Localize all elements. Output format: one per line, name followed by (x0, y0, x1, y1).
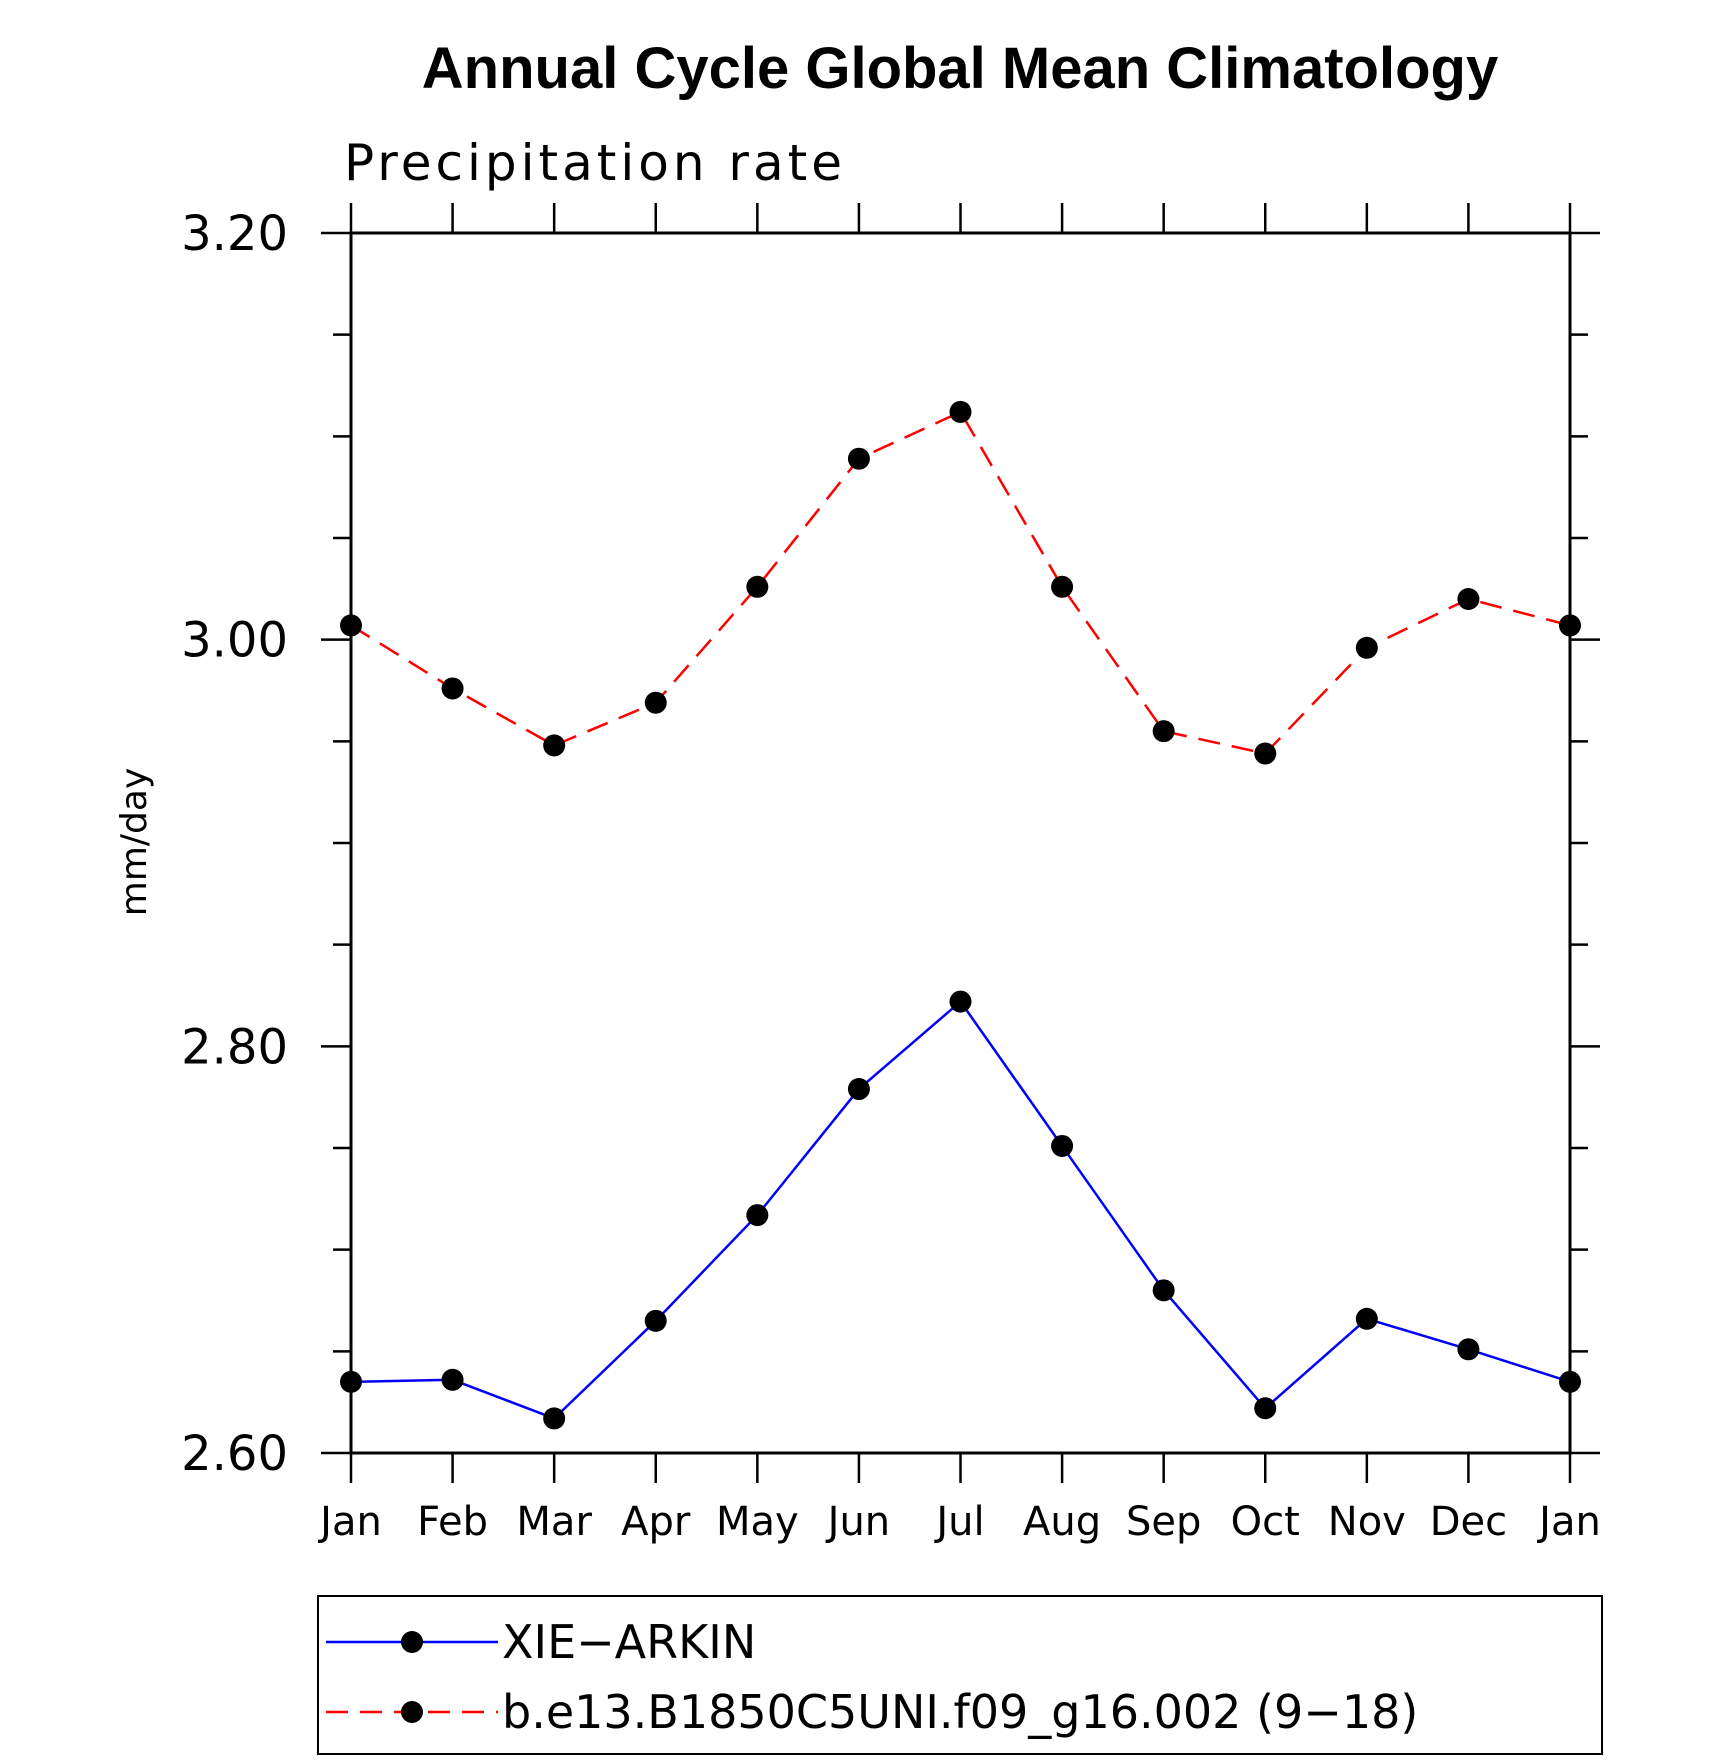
legend-label-2: b.e13.B1850C5UNI.f09_g16.002 (9−18) (502, 1685, 1418, 1739)
y-tick-label: 2.80 (181, 1019, 288, 1075)
series-1-point (543, 1407, 566, 1430)
legend: XIE−ARKIN b.e13.B1850C5UNI.f09_g16.002 (9… (317, 1595, 1603, 1755)
x-tick-label: Oct (1231, 1499, 1300, 1545)
series-2-point (1254, 742, 1277, 765)
series-1-point (340, 1370, 362, 1393)
y-tick-label: 2.60 (181, 1426, 288, 1482)
legend-marker-2 (401, 1701, 423, 1723)
series-2-point (441, 677, 464, 700)
series-1-point (1254, 1397, 1277, 1420)
x-tick-label: Jul (933, 1499, 984, 1545)
series-1-point (1355, 1307, 1378, 1330)
series-layer (340, 400, 1581, 1430)
series-2-point (1051, 575, 1074, 598)
series-1-point (949, 990, 972, 1013)
x-tick-label: Nov (1328, 1499, 1406, 1545)
legend-marker-1 (401, 1631, 423, 1653)
y-tick-label: 3.20 (181, 206, 288, 262)
series-1-point (847, 1078, 870, 1101)
x-tick-label: Apr (621, 1499, 691, 1545)
series-2-point (1152, 720, 1175, 743)
series-line-2 (350, 410, 1571, 755)
series-2-point (543, 734, 566, 757)
x-tick-label: May (716, 1499, 799, 1545)
x-tick-label: Sep (1126, 1499, 1201, 1545)
series-1-point (441, 1368, 464, 1391)
x-tick-label: Feb (417, 1499, 488, 1545)
legend-label-1: XIE−ARKIN (502, 1615, 756, 1669)
series-2-point (1559, 614, 1581, 637)
series-1-point (1559, 1370, 1581, 1393)
x-tick-label: Dec (1430, 1499, 1507, 1545)
y-axis: 2.60 2.80 3.00 3.20 (181, 206, 1600, 1482)
series-2-point (1355, 636, 1378, 659)
series-2-point (847, 447, 870, 470)
series-2-point (746, 575, 769, 598)
x-tick-label: Aug (1023, 1499, 1101, 1545)
series-2-point (340, 614, 362, 637)
x-axis: Jan Feb Mar Apr May Jun Jul Aug Sep Oct Nov Dec Jan (317, 203, 1601, 1545)
chart-subtitle: Precipitation rate (344, 134, 846, 192)
series-1-point (746, 1204, 769, 1227)
x-tick-label: Jan (1536, 1499, 1601, 1545)
series-1-point (1152, 1279, 1175, 1302)
y-tick-label: 3.00 (181, 613, 288, 669)
series-line-1 (350, 999, 1571, 1420)
legend-box (317, 1595, 1603, 1755)
series-1-point (644, 1309, 667, 1332)
series-2-point (1457, 588, 1480, 610)
x-tick-label: Jun (825, 1499, 891, 1545)
series-2-point (644, 691, 667, 714)
y-axis-label: mm/day (114, 768, 155, 916)
x-tick-label: Jan (317, 1499, 382, 1545)
series-1-point (1457, 1338, 1480, 1361)
series-1-point (1051, 1134, 1074, 1157)
chart-title: Annual Cycle Global Mean Climatology (422, 36, 1498, 101)
x-tick-label: Mar (516, 1499, 592, 1545)
series-2-point (949, 400, 972, 423)
